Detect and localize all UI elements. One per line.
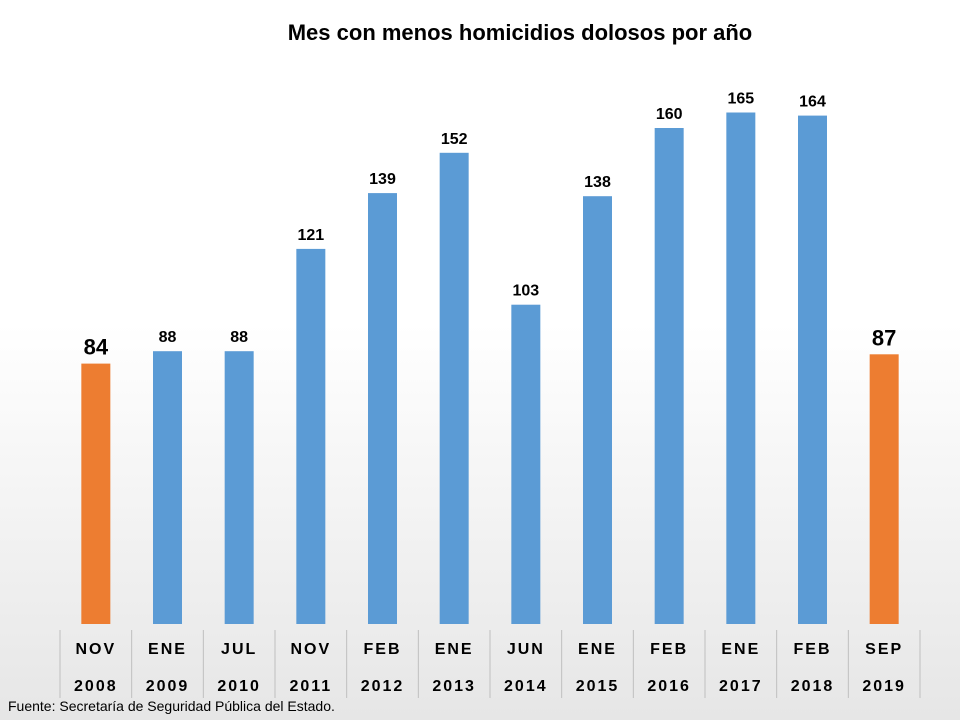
x-tick-month: FEB: [364, 641, 402, 658]
x-tick-month: JUL: [221, 641, 257, 658]
bars-group: [81, 112, 899, 625]
source-note: Fuente: Secretaría de Seguridad Pública …: [8, 698, 335, 714]
x-tick-month: FEB: [650, 641, 688, 658]
value-label: 165: [727, 91, 754, 108]
value-label: 152: [441, 131, 468, 148]
x-tick-year: 2009: [146, 678, 190, 695]
x-tick-month: NOV: [290, 641, 331, 658]
bar-ene-2015: [583, 196, 612, 624]
x-tick-year: 2016: [647, 678, 691, 695]
value-label: 121: [297, 227, 324, 244]
x-tick-year: 2019: [862, 678, 906, 695]
bar-feb-2016: [654, 128, 684, 624]
value-label: 138: [584, 174, 611, 191]
value-label: 87: [872, 325, 896, 350]
bar-feb-2018: [798, 115, 827, 624]
x-tick-year: 2011: [289, 678, 332, 695]
value-labels-group: 84 88 88 121 139 152 103 138 160 165 164 87: [84, 91, 897, 360]
x-tick-year: 2017: [719, 678, 763, 695]
bar-sep-2019: [869, 354, 899, 624]
x-tick-year: 2010: [217, 678, 261, 695]
chart-title: Mes con menos homicidios dolosos por año: [288, 20, 753, 45]
bar-jul-2010: [224, 351, 254, 624]
x-tick-year: 2018: [791, 678, 835, 695]
category-axis: NOV 2008 ENE 2009 JUL 2010 NOV 2011 FEB 2012 ENE 20…: [59, 630, 921, 698]
value-label: 103: [512, 283, 539, 300]
bar-ene-2009: [153, 351, 182, 624]
bar-ene-2017: [726, 112, 756, 624]
x-tick-month: SEP: [865, 641, 903, 658]
bar-nov-2011: [296, 248, 326, 624]
x-tick-year: 2015: [576, 678, 620, 695]
value-label: 139: [369, 171, 396, 188]
x-tick-year: 2014: [504, 678, 548, 695]
x-tick-month: ENE: [435, 641, 474, 658]
x-tick-month: JUN: [507, 641, 545, 658]
x-tick-month: ENE: [148, 641, 187, 658]
value-label: 160: [656, 106, 683, 123]
bar-nov-2008: [81, 363, 111, 624]
bar-feb-2012: [368, 193, 397, 624]
value-label: 164: [799, 94, 826, 111]
x-tick-month: NOV: [75, 641, 116, 658]
x-tick-year: 2012: [361, 678, 405, 695]
x-tick-month: ENE: [578, 641, 617, 658]
x-tick-month: ENE: [721, 641, 760, 658]
bar-ene-2013: [439, 152, 469, 625]
bar-jun-2014: [511, 304, 541, 624]
value-label: 88: [159, 329, 177, 346]
x-tick-month: FEB: [794, 641, 832, 658]
x-tick-year: 2013: [432, 678, 476, 695]
value-label: 84: [84, 335, 109, 360]
value-label: 88: [230, 329, 248, 346]
x-tick-year: 2008: [74, 678, 118, 695]
